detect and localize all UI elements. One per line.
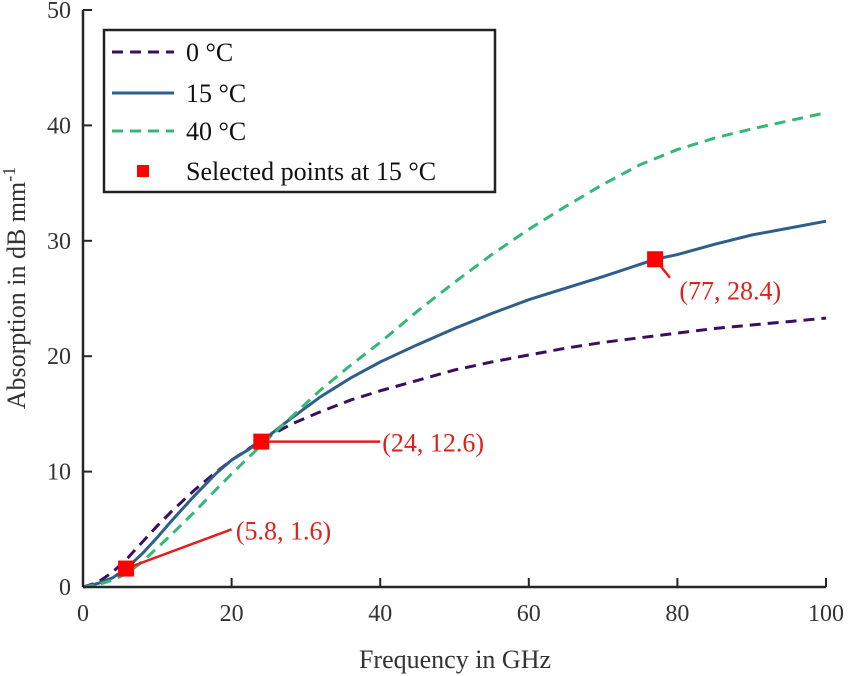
x-axis-title: Frequency in GHz <box>359 645 551 674</box>
y-tick-label: 40 <box>47 113 71 139</box>
selected-point-marker <box>118 560 135 577</box>
legend-label: 40 °C <box>186 117 246 146</box>
x-tick-label: 20 <box>220 601 244 627</box>
legend-box <box>102 28 497 194</box>
legend-label: 0 °C <box>186 38 233 67</box>
legend-label: 15 °C <box>186 79 246 108</box>
y-axis-title-superscript: -1 <box>0 167 19 182</box>
series-line <box>82 219 827 589</box>
x-tick-label: 60 <box>517 601 541 627</box>
y-tick-label: 20 <box>47 344 71 370</box>
annotation-leader-line <box>125 528 233 570</box>
y-axis-title: Absorption in dB mm-1 <box>0 167 31 410</box>
y-axis-title-main: Absorption in dB mm <box>2 182 31 410</box>
annotation-label: (5.8, 1.6) <box>236 516 331 545</box>
y-tick-label: 30 <box>47 229 71 255</box>
x-tick-label: 100 <box>808 601 844 627</box>
series-line <box>82 316 827 589</box>
annotation-layer: (5.8, 1.6) (24, 12.6) (77, 28.4) <box>118 251 781 577</box>
legend-label: Selected points at 15 °C <box>186 157 436 186</box>
y-tick-label: 50 <box>47 0 71 24</box>
annotation-label: (24, 12.6) <box>382 429 484 458</box>
series-line <box>82 111 827 589</box>
y-tick-label: 0 <box>59 575 71 601</box>
series-layer <box>82 111 827 589</box>
y-tick-label: 10 <box>47 460 71 486</box>
x-tick-label: 0 <box>77 601 89 627</box>
legend: 0 °C 15 °C 40 °C Selected points at 15 °C <box>102 28 497 194</box>
legend-items: 0 °C 15 °C 40 °C Selected points at 15 °C <box>112 38 436 186</box>
selected-point-marker <box>647 251 664 268</box>
axis-layer: 0 20 40 60 80 100 0 10 20 30 40 50 <box>47 0 844 627</box>
x-tick-label: 80 <box>665 601 689 627</box>
selected-point-marker <box>253 433 270 450</box>
annotation-label: (77, 28.4) <box>679 276 781 305</box>
x-tick-label: 40 <box>368 601 392 627</box>
legend-marker <box>137 165 149 177</box>
